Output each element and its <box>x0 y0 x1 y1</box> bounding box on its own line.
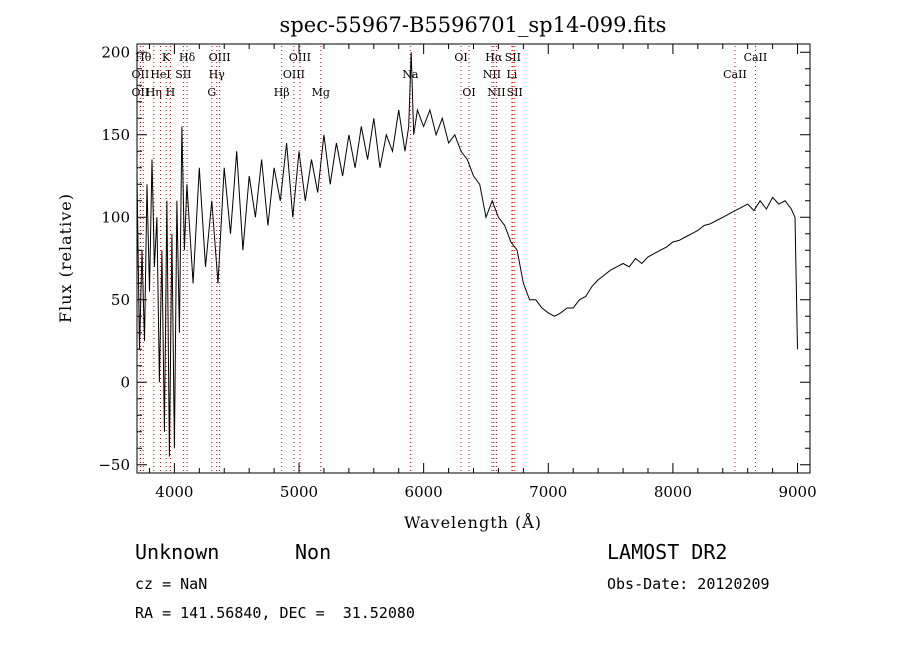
spectrum-series-0 <box>136 52 798 457</box>
object-class: Unknown <box>135 540 220 564</box>
chart-title: spec-55967-B5596701_sp14-099.fits <box>280 13 667 37</box>
coordinates-readout: RA = 141.56840, DEC = 31.52080 <box>135 604 415 622</box>
x-tick-label-5: 9000 <box>778 483 816 501</box>
y-tick-label-5: 200 <box>101 43 130 61</box>
line-marker-label-24: SII <box>507 86 523 99</box>
x-tick-label-1: 5000 <box>280 483 318 501</box>
x-tick-label-3: 7000 <box>529 483 567 501</box>
line-marker-label-8: Hδ <box>179 51 196 64</box>
line-marker-label-5: K <box>162 51 171 64</box>
series-layer <box>136 52 798 457</box>
object-subclass: Non <box>295 540 332 564</box>
line-marker-label-19: NII <box>483 68 501 81</box>
line-marker-label-18: OI <box>462 86 475 99</box>
y-tick-label-4: 150 <box>101 126 130 144</box>
line-marker-label-10: Hγ <box>209 68 226 81</box>
line-marker-label-26: CaII <box>744 51 768 64</box>
y-tick-label-3: 100 <box>101 208 130 226</box>
line-marker-label-2: OII <box>132 86 150 99</box>
line-marker-label-3: Hη <box>146 86 162 99</box>
line-marker-label-17: OI <box>454 51 467 64</box>
line-marker-label-23: SII <box>505 51 521 64</box>
x-tick-label-0: 4000 <box>155 483 193 501</box>
x-tick-label-2: 6000 <box>405 483 443 501</box>
line-marker-label-6: H <box>166 86 176 99</box>
axis-ticks: 4000 5000 6000 7000 8000 9000 −50 0 50 100 150 200 <box>98 43 816 501</box>
line-marker-label-4: HeI <box>150 68 170 81</box>
plot-frame <box>136 43 811 474</box>
line-marker-label-13: OIII <box>283 68 305 81</box>
redshift-readout: cz = NaN <box>135 575 208 593</box>
y-tick-label-2: 50 <box>111 291 130 309</box>
line-marker-label-15: Mg <box>312 86 330 99</box>
line-marker-label-14: OIII <box>289 51 311 64</box>
y-tick-label-1: 0 <box>120 373 130 391</box>
y-tick-label-0: −50 <box>98 456 130 474</box>
line-markers: HθOIIOIIHηHeIKHSIIHδGHγOIIIHβOIIIOIIIMgN… <box>132 46 768 473</box>
line-marker-label-25: CaII <box>723 68 747 81</box>
line-marker-label-7: SII <box>175 68 191 81</box>
obs-date-readout: Obs-Date: 20120209 <box>607 575 770 593</box>
x-axis-title: Wavelength (Å) <box>404 512 542 532</box>
line-marker-label-11: OIII <box>209 51 231 64</box>
line-marker-label-12: Hβ <box>274 86 290 99</box>
line-marker-label-20: Hα <box>485 51 503 64</box>
line-marker-label-9: G <box>207 86 216 99</box>
y-axis-title: Flux (relative) <box>56 193 75 323</box>
line-marker-label-22: Li <box>506 68 517 81</box>
line-marker-label-0: Hθ <box>135 51 152 64</box>
line-marker-label-21: NII <box>487 86 505 99</box>
x-tick-label-4: 8000 <box>654 483 692 501</box>
survey-label: LAMOST DR2 <box>607 540 728 564</box>
